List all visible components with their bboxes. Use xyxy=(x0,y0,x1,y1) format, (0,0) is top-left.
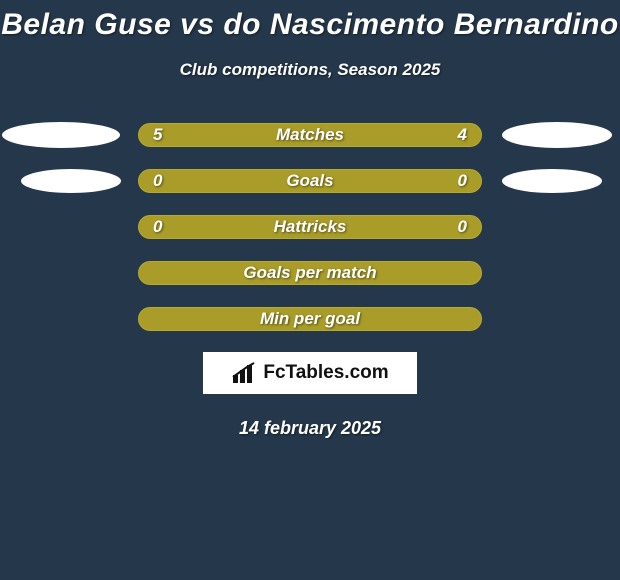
comparison-card: Belan Guse vs do Nascimento Bernardino C… xyxy=(0,0,620,439)
logo-text: FcTables.com xyxy=(263,362,388,384)
stat-left-value: 0 xyxy=(153,171,171,191)
stat-row: 0Goals0 xyxy=(0,168,620,194)
stat-right-value: 0 xyxy=(449,171,467,191)
stat-left-value: 0 xyxy=(153,217,171,237)
stat-left-value: 5 xyxy=(153,125,171,145)
stat-label: Hattricks xyxy=(171,217,449,237)
stat-label: Min per goal xyxy=(171,309,449,329)
subtitle: Club competitions, Season 2025 xyxy=(0,60,620,80)
stat-label: Matches xyxy=(171,125,449,145)
stats-list: 5Matches40Goals00Hattricks0Goals per mat… xyxy=(0,122,620,332)
stat-bar: 0Hattricks0 xyxy=(138,215,482,239)
stat-row: 0Hattricks0 xyxy=(0,214,620,240)
stat-row: 5Matches4 xyxy=(0,122,620,148)
left-ellipse xyxy=(21,169,121,193)
stat-row: Goals per match xyxy=(0,260,620,286)
stat-bar: Goals per match xyxy=(138,261,482,285)
date-text: 14 february 2025 xyxy=(0,418,620,439)
right-ellipse xyxy=(502,169,602,193)
stat-row: Min per goal xyxy=(0,306,620,332)
stat-right-value: 4 xyxy=(449,125,467,145)
right-ellipse xyxy=(502,122,612,148)
stat-label: Goals per match xyxy=(171,263,449,283)
stat-right-value: 0 xyxy=(449,217,467,237)
page-title: Belan Guse vs do Nascimento Bernardino xyxy=(0,8,620,42)
logo-box: FcTables.com xyxy=(203,352,417,394)
bars-icon xyxy=(231,361,261,385)
site-logo: FcTables.com xyxy=(231,361,388,385)
stat-bar: 5Matches4 xyxy=(138,123,482,147)
left-ellipse xyxy=(2,122,120,148)
stat-bar: Min per goal xyxy=(138,307,482,331)
stat-bar: 0Goals0 xyxy=(138,169,482,193)
stat-label: Goals xyxy=(171,171,449,191)
